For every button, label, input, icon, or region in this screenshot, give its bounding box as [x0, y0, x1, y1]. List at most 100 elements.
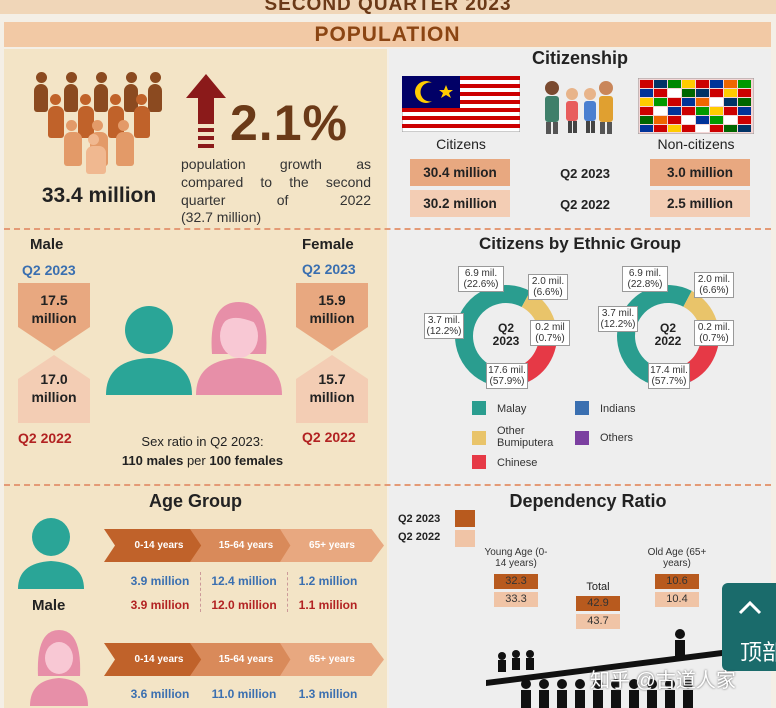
male-15-64-2023: 12.4 million	[211, 574, 277, 588]
period-2023: Q2 2023	[560, 166, 610, 181]
ratio-females: 100 females	[209, 453, 284, 468]
family-icon	[545, 81, 613, 134]
citizens-2022: 30.2 million	[410, 190, 510, 217]
label-malay-2022: 17.4 mil. (57.7%)	[648, 363, 690, 389]
male-65plus-2022: 1.1 million	[298, 598, 358, 612]
age-male-label: Male	[32, 597, 66, 614]
age-chevron-15-64-female: 15-64 years	[190, 643, 302, 676]
seesaw-people-icon	[486, 629, 722, 708]
back-to-top-label: 顶部	[740, 640, 776, 665]
divider	[4, 228, 771, 230]
female-age-icon	[30, 630, 88, 706]
female-q2-2023: Q2 2023	[302, 261, 356, 277]
label-otherbumi-2022: 3.7 mil. (12.2%)	[598, 306, 638, 332]
noncitizens-2023: 3.0 million	[650, 159, 750, 186]
label-indians-2022: 2.0 mil. (6.6%)	[694, 272, 734, 298]
dep-legend-2023-swatch	[455, 510, 475, 527]
legend-malay-swatch	[472, 401, 486, 415]
citizenship-title: Citizenship	[531, 48, 628, 68]
label-indians-2023: 2.0 mil. (6.6%)	[528, 274, 568, 300]
citizens-2023: 30.4 million	[410, 159, 510, 186]
growth-prev: (32.7 million)	[181, 209, 262, 225]
noncitizens-label: Non-citizens	[657, 136, 735, 152]
people-crowd-icon	[28, 66, 168, 176]
legend-malay: Malay	[497, 403, 527, 415]
malaysia-flag-icon	[402, 76, 520, 132]
center-q: Q2	[497, 321, 514, 335]
legend-otherbumi: Other Bumiputera	[497, 425, 554, 449]
report-title: SECOND QUARTER 2023	[264, 0, 512, 14]
male-0-14-2022: 3.9 million	[130, 598, 190, 612]
age-title: Age Group	[149, 491, 242, 511]
sex-ratio-line1: Sex ratio in Q2 2023:	[141, 434, 264, 449]
back-to-top-button[interactable]: 顶部	[722, 583, 776, 671]
total-label: Total	[586, 581, 610, 593]
divider	[4, 484, 771, 486]
age-chevron-65plus: 65+ years	[280, 529, 384, 562]
legend-indians: Indians	[600, 403, 636, 415]
legend-indians-swatch	[575, 401, 589, 415]
section-title: POPULATION	[4, 22, 771, 47]
female-label: Female	[302, 236, 354, 253]
sex-ratio-line2: 110 males per 100 females	[95, 453, 310, 468]
label-others-2022: 0.2 mil. (0.7%)	[694, 320, 734, 346]
old-age-label: Old Age (65+ years)	[647, 547, 707, 569]
legend-chinese: Chinese	[497, 457, 538, 469]
male-0-14-2023: 3.9 million	[130, 574, 190, 588]
male-age-icon	[18, 518, 84, 589]
watermark: 知乎 @古道人家	[590, 670, 736, 692]
total-2023: 42.9	[576, 596, 620, 611]
ethnic-title: Citizens by Ethnic Group	[478, 234, 682, 253]
legend-others-swatch	[575, 431, 589, 445]
population-total: 33.4 million	[41, 184, 157, 207]
center-q: Q2	[659, 321, 676, 335]
total-2022: 43.7	[576, 614, 620, 629]
male-65plus-2023: 1.2 million	[298, 574, 358, 588]
male-2022-value: 17.0 million	[31, 371, 77, 405]
young-2022: 33.3	[494, 592, 538, 607]
divider	[287, 572, 289, 612]
label-chinese-2022: 6.9 mil. (22.8%)	[622, 266, 668, 292]
growth-text: population growth as compared to the sec…	[181, 156, 371, 208]
label-chinese-2023: 6.9 mil. (22.6%)	[458, 266, 504, 292]
age-chevron-15-64: 15-64 years	[190, 529, 302, 562]
world-flags-icon	[638, 78, 754, 134]
male-2023-value: 17.5 million	[31, 292, 77, 326]
male-q2-2023: Q2 2023	[22, 262, 76, 278]
donut-2022-center: Q2 2022	[642, 322, 694, 348]
male-avatar-icon	[106, 306, 192, 395]
dep-legend-2022: Q2 2022	[398, 531, 441, 543]
growth-percent: 2.1%	[230, 95, 348, 151]
citizens-label: Citizens	[436, 136, 486, 152]
female-0-14-2023: 3.6 million	[130, 687, 190, 701]
chevron-up-icon	[738, 600, 762, 615]
period-2022: Q2 2022	[560, 197, 610, 212]
divider	[200, 572, 202, 612]
young-2023: 32.3	[494, 574, 538, 589]
age-chevron-65plus-female: 65+ years	[280, 643, 384, 676]
young-age-label: Young Age (0-14 years)	[484, 547, 548, 569]
donut-segment-malay	[455, 285, 531, 387]
dep-legend-2023: Q2 2023	[398, 513, 441, 525]
female-15-64-2023: 11.0 million	[211, 687, 277, 701]
noncitizens-2022: 2.5 million	[650, 190, 750, 217]
female-q2-2022: Q2 2022	[302, 429, 356, 445]
center-year: 2022	[654, 334, 682, 348]
female-avatar-icon	[196, 302, 282, 395]
female-2022-value: 15.7 million	[309, 371, 355, 405]
center-year: 2023	[492, 334, 520, 348]
old-2022: 10.4	[655, 592, 699, 607]
ratio-males: 110 males	[121, 453, 184, 468]
up-arrow-icon	[186, 74, 226, 148]
male-hourglass	[18, 283, 90, 423]
legend-others: Others	[600, 432, 634, 444]
old-2023: 10.6	[655, 574, 699, 589]
dep-legend-2022-swatch	[455, 530, 475, 547]
label-otherbumi-2023: 3.7 mil. (12.2%)	[424, 313, 464, 339]
female-65plus-2023: 1.3 million	[298, 687, 358, 701]
male-label: Male	[30, 236, 64, 253]
legend-otherbumi-swatch	[472, 431, 486, 445]
male-15-64-2022: 12.0 million	[211, 598, 277, 612]
donut-2023-center: Q2 2023	[480, 322, 532, 348]
legend-chinese-swatch	[472, 455, 486, 469]
